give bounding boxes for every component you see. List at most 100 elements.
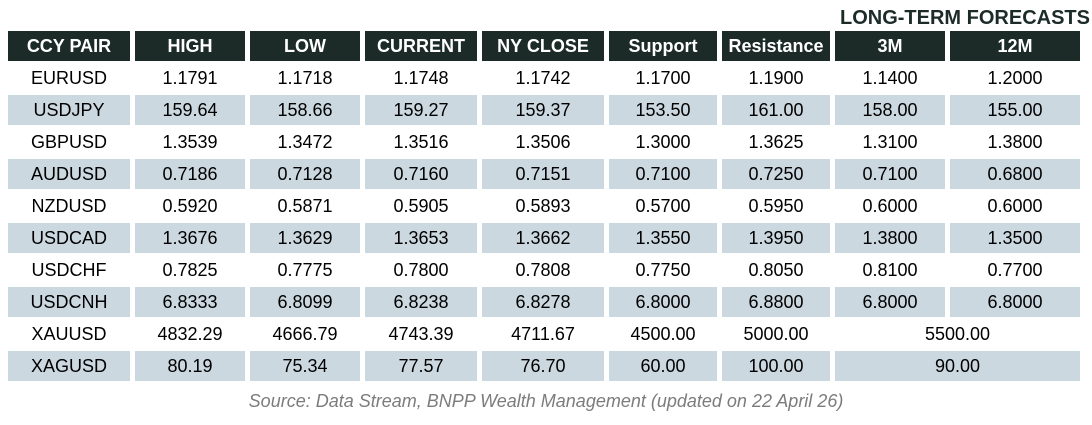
high-cell: 6.8333	[135, 287, 245, 317]
ccy-pair-cell: GBPUSD	[8, 127, 130, 157]
ny-close-cell: 76.70	[482, 351, 604, 381]
high-cell: 159.64	[135, 95, 245, 125]
resistance-cell: 0.8050	[722, 255, 830, 285]
forecast-3m-cell: 0.8100	[835, 255, 945, 285]
column-header-support: Support	[609, 31, 717, 61]
column-header-3m: 3M	[835, 31, 945, 61]
column-header-low: LOW	[250, 31, 360, 61]
high-cell: 80.19	[135, 351, 245, 381]
resistance-cell: 5000.00	[722, 319, 830, 349]
current-cell: 1.1748	[365, 63, 477, 93]
low-cell: 6.8099	[250, 287, 360, 317]
forecast-12m-cell: 1.3800	[950, 127, 1080, 157]
forecast-3m-cell: 0.6000	[835, 191, 945, 221]
low-cell: 0.7128	[250, 159, 360, 189]
forecast-12m-cell: 1.3500	[950, 223, 1080, 253]
high-cell: 1.3539	[135, 127, 245, 157]
current-cell: 0.7800	[365, 255, 477, 285]
ccy-pair-cell: USDCHF	[8, 255, 130, 285]
resistance-cell: 6.8800	[722, 287, 830, 317]
support-cell: 153.50	[609, 95, 717, 125]
high-cell: 1.1791	[135, 63, 245, 93]
low-cell: 158.66	[250, 95, 360, 125]
forecast-12m-cell: 0.6000	[950, 191, 1080, 221]
resistance-cell: 1.1900	[722, 63, 830, 93]
table-row-usdcnh: USDCNH 6.8333 6.8099 6.8238 6.8278 6.800…	[8, 287, 1080, 317]
ccy-pair-cell: EURUSD	[8, 63, 130, 93]
resistance-cell: 1.3625	[722, 127, 830, 157]
table-row-usdchf: USDCHF 0.7825 0.7775 0.7800 0.7808 0.775…	[8, 255, 1080, 285]
current-cell: 0.7160	[365, 159, 477, 189]
high-cell: 1.3676	[135, 223, 245, 253]
current-cell: 77.57	[365, 351, 477, 381]
ny-close-cell: 159.37	[482, 95, 604, 125]
high-cell: 4832.29	[135, 319, 245, 349]
resistance-cell: 0.7250	[722, 159, 830, 189]
forecast-3m-cell: 1.3100	[835, 127, 945, 157]
current-cell: 1.3516	[365, 127, 477, 157]
table-row-xagusd: XAGUSD 80.19 75.34 77.57 76.70 60.00 100…	[8, 351, 1080, 381]
support-cell: 0.7100	[609, 159, 717, 189]
source-note: Source: Data Stream, BNPP Wealth Managem…	[248, 391, 844, 411]
column-header-resistance: Resistance	[722, 31, 830, 61]
ccy-pair-cell: AUDUSD	[8, 159, 130, 189]
ny-close-cell: 1.1742	[482, 63, 604, 93]
low-cell: 4666.79	[250, 319, 360, 349]
column-header-current: CURRENT	[365, 31, 477, 61]
ccy-pair-cell: NZDUSD	[8, 191, 130, 221]
high-cell: 0.7825	[135, 255, 245, 285]
ny-close-cell: 0.7151	[482, 159, 604, 189]
support-cell: 60.00	[609, 351, 717, 381]
support-cell: 6.8000	[609, 287, 717, 317]
ny-close-cell: 4711.67	[482, 319, 604, 349]
table-row-usdcad: USDCAD 1.3676 1.3629 1.3653 1.3662 1.355…	[8, 223, 1080, 253]
resistance-cell: 161.00	[722, 95, 830, 125]
high-cell: 0.7186	[135, 159, 245, 189]
table-row-nzdusd: NZDUSD 0.5920 0.5871 0.5905 0.5893 0.570…	[8, 191, 1080, 221]
table-row-gbpusd: GBPUSD 1.3539 1.3472 1.3516 1.3506 1.300…	[8, 127, 1080, 157]
support-cell: 0.5700	[609, 191, 717, 221]
column-header-ny-close: NY CLOSE	[482, 31, 604, 61]
fx-forecast-table: CCY PAIR HIGH LOW CURRENT NY CLOSE Suppo…	[3, 29, 1085, 383]
forecast-12m-cell: 0.7700	[950, 255, 1080, 285]
resistance-cell: 1.3950	[722, 223, 830, 253]
low-cell: 75.34	[250, 351, 360, 381]
column-header-ccy-pair: CCY PAIR	[8, 31, 130, 61]
table-header-row: CCY PAIR HIGH LOW CURRENT NY CLOSE Suppo…	[8, 31, 1080, 61]
table-row-usdjpy: USDJPY 159.64 158.66 159.27 159.37 153.5…	[8, 95, 1080, 125]
current-cell: 4743.39	[365, 319, 477, 349]
low-cell: 1.3629	[250, 223, 360, 253]
resistance-cell: 100.00	[722, 351, 830, 381]
support-cell: 1.3000	[609, 127, 717, 157]
merged-forecast-cell: 5500.00	[835, 319, 1080, 349]
ny-close-cell: 6.8278	[482, 287, 604, 317]
current-cell: 6.8238	[365, 287, 477, 317]
support-cell: 1.1700	[609, 63, 717, 93]
ccy-pair-cell: USDJPY	[8, 95, 130, 125]
ny-close-cell: 0.7808	[482, 255, 604, 285]
ccy-pair-cell: XAGUSD	[8, 351, 130, 381]
forecast-12m-cell: 6.8000	[950, 287, 1080, 317]
ny-close-cell: 0.5893	[482, 191, 604, 221]
support-cell: 1.3550	[609, 223, 717, 253]
forecast-12m-cell: 155.00	[950, 95, 1080, 125]
forecast-3m-cell: 1.1400	[835, 63, 945, 93]
forecast-3m-cell: 6.8000	[835, 287, 945, 317]
ny-close-cell: 1.3662	[482, 223, 604, 253]
low-cell: 0.7775	[250, 255, 360, 285]
current-cell: 159.27	[365, 95, 477, 125]
column-header-high: HIGH	[135, 31, 245, 61]
forecast-3m-cell: 0.7100	[835, 159, 945, 189]
table-row-xauusd: XAUUSD 4832.29 4666.79 4743.39 4711.67 4…	[8, 319, 1080, 349]
ccy-pair-cell: USDCAD	[8, 223, 130, 253]
current-cell: 0.5905	[365, 191, 477, 221]
support-cell: 4500.00	[609, 319, 717, 349]
low-cell: 0.5871	[250, 191, 360, 221]
ccy-pair-cell: USDCNH	[8, 287, 130, 317]
table-row-audusd: AUDUSD 0.7186 0.7128 0.7160 0.7151 0.710…	[8, 159, 1080, 189]
merged-forecast-cell: 90.00	[835, 351, 1080, 381]
long-term-forecasts-label: LONG-TERM FORECASTS	[840, 7, 1090, 29]
ccy-pair-cell: XAUUSD	[8, 319, 130, 349]
high-cell: 0.5920	[135, 191, 245, 221]
